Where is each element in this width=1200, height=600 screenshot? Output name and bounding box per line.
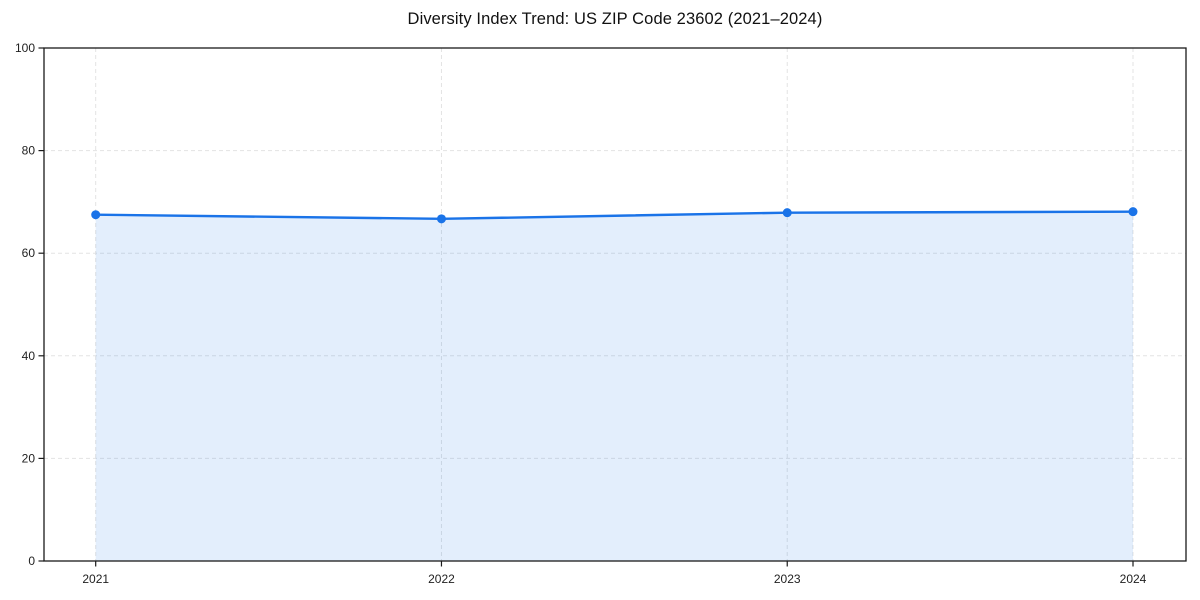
data-point — [782, 208, 792, 218]
y-tick-label: 60 — [22, 246, 36, 260]
y-tick-labels: 0 20 40 60 80 100 — [15, 41, 35, 568]
x-tick-label: 2021 — [82, 572, 109, 586]
trend-line — [94, 210, 1135, 221]
gridlines — [44, 48, 1186, 561]
x-tick-label: 2024 — [1120, 572, 1147, 586]
y-tick-label: 100 — [15, 41, 35, 55]
y-tick-label: 80 — [22, 144, 36, 158]
y-tick-label: 20 — [22, 451, 36, 465]
data-point — [91, 210, 101, 220]
data-point — [1128, 207, 1138, 217]
area-fill — [95, 211, 1134, 561]
y-tick-label: 0 — [28, 554, 35, 568]
data-points — [91, 207, 1138, 224]
x-tick-label: 2023 — [774, 572, 801, 586]
x-tick-labels: 2021 2022 2023 2024 — [82, 572, 1146, 586]
axis-ticks — [38, 47, 1134, 567]
data-point — [436, 214, 446, 224]
y-tick-label: 40 — [22, 349, 36, 363]
chart-title: Diversity Index Trend: US ZIP Code 23602… — [407, 10, 823, 28]
x-tick-label: 2022 — [428, 572, 455, 586]
plot-border — [43, 47, 1187, 562]
